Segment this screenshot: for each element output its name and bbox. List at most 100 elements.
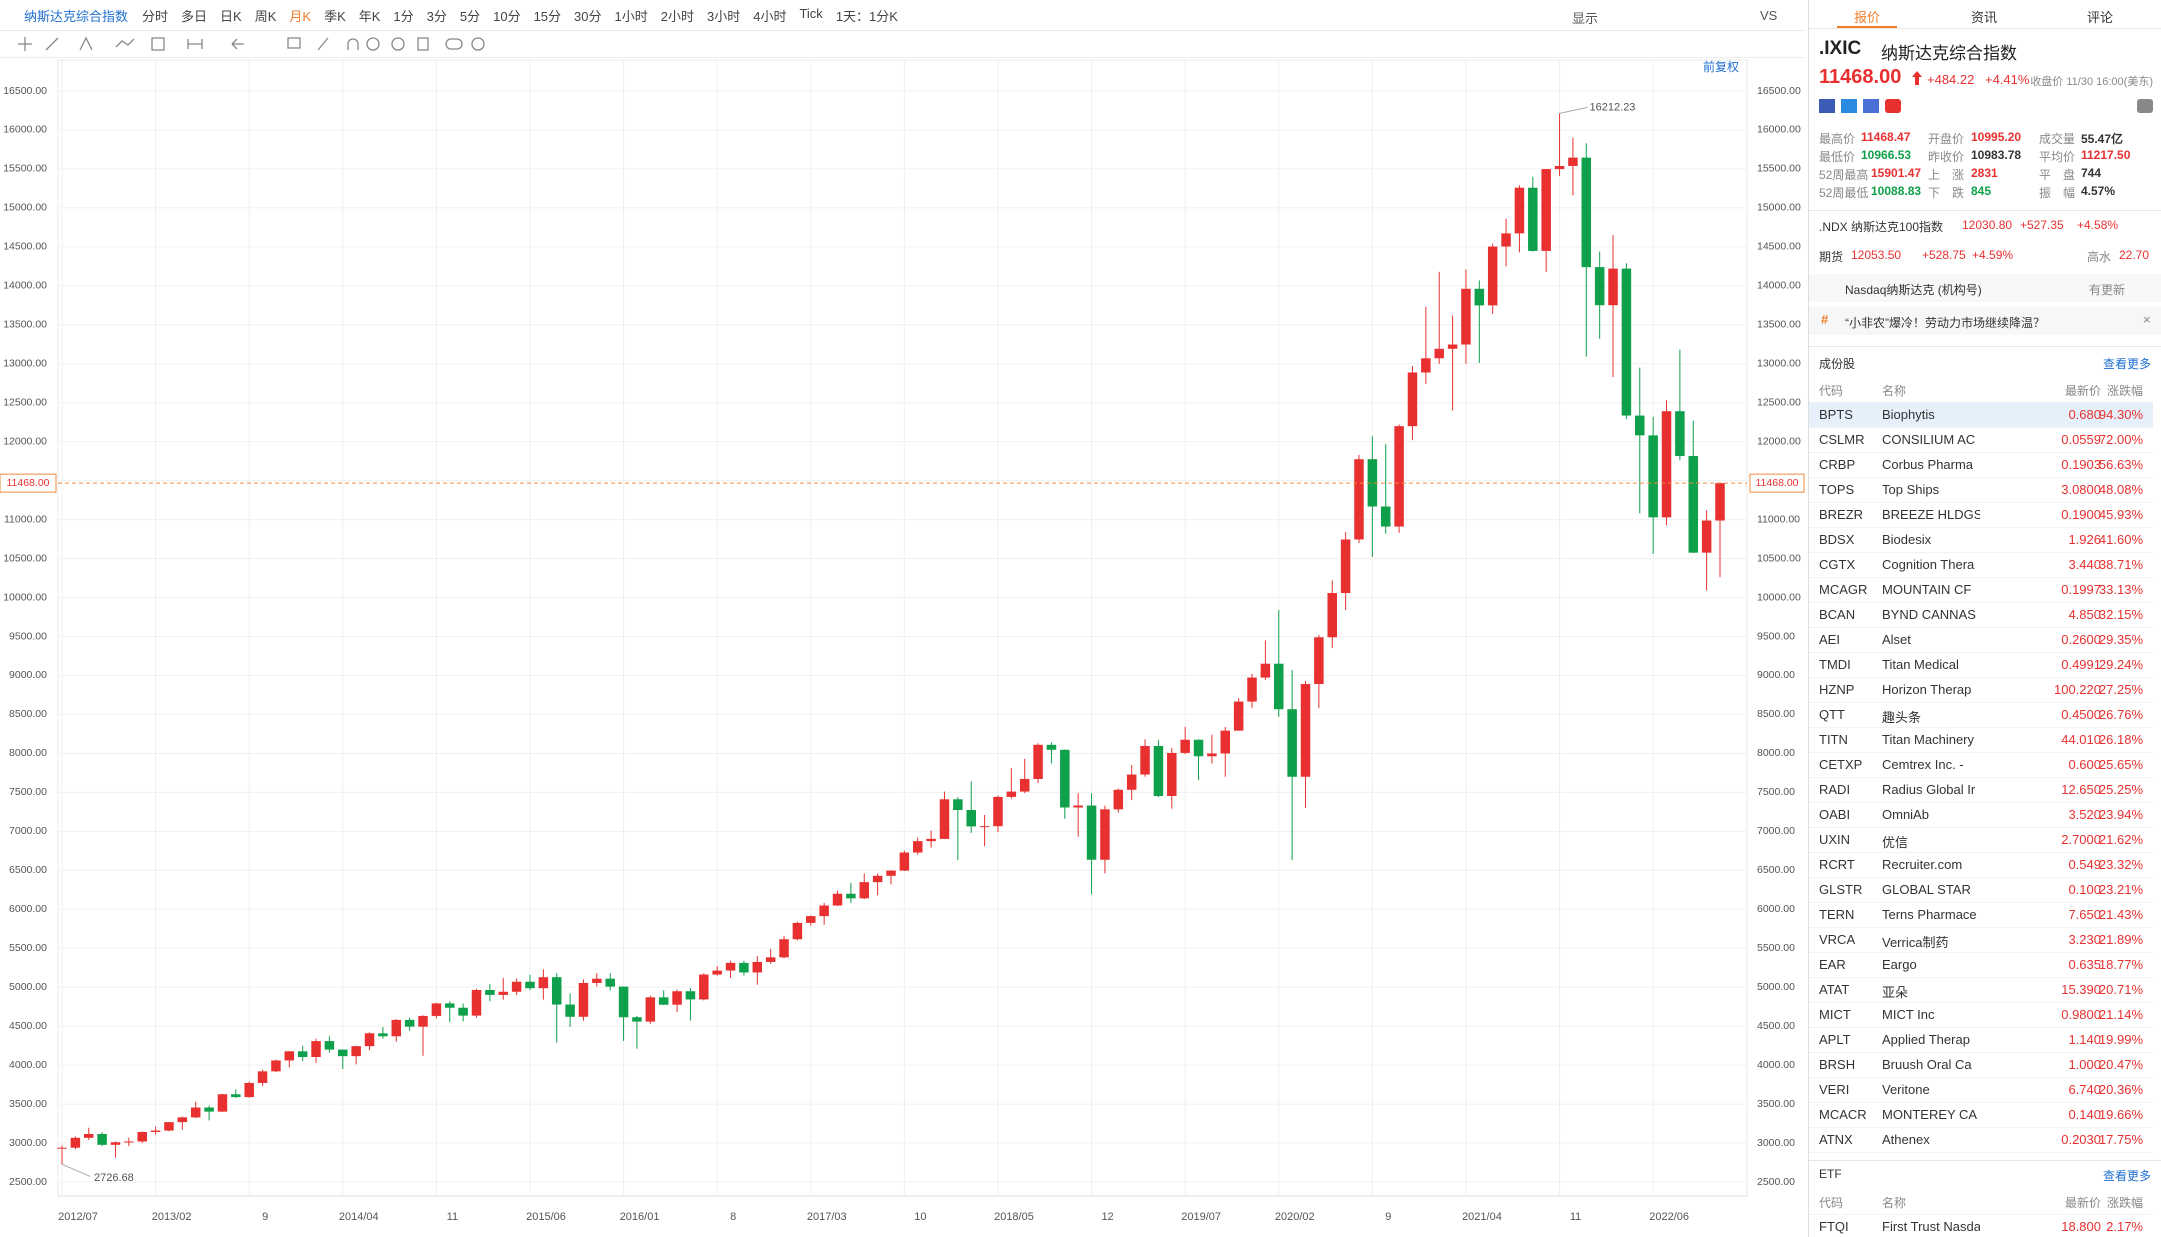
column-header[interactable]: 代码 [1819,1196,1844,1210]
stock-row[interactable]: BPTS Biophytis 0.680 94.30% [1809,402,2153,428]
stock-row[interactable]: HZNP Horizon Therap 100.220 27.25% [1809,677,2153,703]
period-button[interactable]: 周K [254,8,277,24]
stock-row[interactable]: AEI Alset 0.2600 29.35% [1809,627,2153,653]
stock-row[interactable]: BRSH Bruush Oral Ca 1.000 20.47% [1809,1052,2153,1078]
stock-row[interactable]: CSLMR CONSILIUM AC 0.0559 72.00% [1809,427,2153,453]
period-button[interactable]: 30分 [574,8,602,24]
period-button[interactable]: 3分 [426,8,447,24]
period-button[interactable]: 15分 [533,8,562,24]
badge[interactable] [1841,99,1857,113]
period-button[interactable]: 2小时 [660,8,694,24]
period-button[interactable]: 4小时 [753,8,787,24]
panel-tab[interactable]: 资讯 [1970,10,1997,25]
period-button[interactable]: 年K [358,8,381,24]
period-button[interactable]: 1分 [393,8,414,24]
stock-row[interactable]: ATNX Athenex 0.2030 17.75% [1809,1127,2153,1153]
y-tick-label-right: 12500.00 [1757,396,1801,408]
stock-row[interactable]: APLT Applied Therap 1.140 19.99% [1809,1027,2153,1053]
candle-body [1621,268,1632,416]
period-button[interactable]: 季K [324,8,346,24]
period-button[interactable]: 3小时 [706,8,741,24]
stock-row[interactable]: ATAT 亚朵 15.390 20.71% [1809,977,2153,1003]
stock-row[interactable]: MCACR MONTEREY CA 0.140 19.66% [1809,1102,2153,1128]
badge[interactable] [1863,99,1879,113]
stock-row[interactable]: GLSTR GLOBAL STAR 0.100 23.21% [1809,877,2153,903]
column-header[interactable]: 最新价 [2064,1196,2101,1210]
channel-tool[interactable] [79,36,93,51]
column-header[interactable]: 涨跌幅 [2106,1196,2143,1210]
line-tool[interactable] [45,37,59,51]
favorite-badge[interactable] [1885,99,1901,113]
column-header[interactable]: 代码 [1819,384,1844,398]
lock-tool[interactable] [366,37,380,51]
news-banner[interactable]: # “小非农”爆冷！劳动力市场继续降温？ × [1809,307,2161,335]
stock-row[interactable]: BREZR BREEZE HLDGS 0.1900 45.93% [1809,502,2153,528]
stock-row[interactable]: MICT MICT Inc 0.9800 21.14% [1809,1002,2153,1028]
candle-body [966,810,976,827]
stock-row[interactable]: OABI OmniAb 3.520 23.94% [1809,802,2153,828]
adjust-mode[interactable]: 前复权 [1703,59,1739,74]
stock-row[interactable]: TMDI Titan Medical 0.4991 29.24% [1809,652,2153,678]
stock-row[interactable]: RCRT Recruiter.com 0.549 23.32% [1809,852,2153,878]
compare-button[interactable]: VS [1760,8,1778,23]
period-button[interactable]: 5分 [459,8,481,24]
stat-value: 10995.20 [1971,130,2022,144]
close-news[interactable]: × [2143,312,2151,327]
period-button[interactable]: 日K [220,8,242,24]
period-button[interactable]: 多日 [181,8,208,24]
period-button[interactable]: 1天：1分K [835,8,898,24]
stock-row[interactable]: QTT 趣头条 0.4500 26.76% [1809,702,2153,728]
y-tick-label: 15000.00 [3,202,47,214]
crosshair-tool[interactable] [18,37,32,51]
toggle-tool[interactable] [445,38,463,50]
column-header[interactable]: 名称 [1882,1196,1907,1210]
stock-row[interactable]: TITN Titan Machinery 44.010 26.18% [1809,727,2153,753]
stock-price: 0.4991 [2061,657,2101,672]
period-button[interactable]: 月K [289,8,312,24]
stock-row[interactable]: CETXP Cemtrex Inc. - 0.600 25.65% [1809,752,2153,778]
components-more[interactable]: 查看更多 [2103,357,2152,371]
wave-tool[interactable] [115,38,135,48]
related-field[interactable]: .NDX 纳斯达克100指数 [1819,220,1944,234]
account-banner[interactable]: Nasdaq纳斯达克 (机构号) 有更新 [1809,274,2161,302]
y-tick-label-right: 6500.00 [1757,864,1795,876]
candle-body [806,916,816,923]
stock-row[interactable]: TERN Terns Pharmace 7.650 21.43% [1809,902,2153,928]
stock-row[interactable]: EAR Eargo 0.635 18.77% [1809,952,2153,978]
y-tick-label: 11000.00 [4,513,47,525]
symbol-tab[interactable]: 纳斯达克综合指数 [24,8,129,24]
period-button[interactable]: 1小时 [614,8,648,24]
magnet-tool[interactable] [347,38,359,50]
stock-row[interactable]: VRCA Verrica制药 3.230 21.89% [1809,927,2153,953]
period-button[interactable]: 10分 [493,8,521,24]
stock-row[interactable]: TOPS Top Ships 3.0800 48.08% [1809,477,2153,503]
panel-tab[interactable]: 评论 [2086,10,2113,25]
note-tool[interactable] [287,37,301,49]
alert-button[interactable] [2137,99,2153,113]
delete-tool[interactable] [417,37,429,51]
stock-row[interactable]: FTQI First Trust Nasdaq 18.800 2.17% [1809,1214,2153,1237]
rect-tool[interactable] [151,37,165,51]
settings-tool[interactable] [471,37,485,51]
stock-row[interactable]: CGTX Cognition Thera 3.440 38.71% [1809,552,2153,578]
pen-tool[interactable] [317,37,329,51]
stock-row[interactable]: UXIN 优信 2.7000 21.62% [1809,827,2153,853]
hide-tool[interactable] [391,37,405,51]
stock-row[interactable]: BDSX Biodesix 1.926 41.60% [1809,527,2153,553]
period-button[interactable]: Tick [799,5,823,21]
stock-row[interactable]: RADI Radius Global Ir 12.650 25.25% [1809,777,2153,803]
etf-more[interactable]: 查看更多 [2103,1169,2152,1183]
period-button[interactable]: 分时 [142,8,169,24]
stock-row[interactable]: MCAGR MOUNTAIN CF 0.1997 33.13% [1809,577,2153,603]
stock-row[interactable]: BCAN BYND CANNAS 4.850 32.15% [1809,602,2153,628]
arrow-tool[interactable] [231,38,244,50]
stock-row[interactable]: VERI Veritone 6.740 20.36% [1809,1077,2153,1103]
stock-row[interactable]: CRBP Corbus Pharma 0.1903 56.63% [1809,452,2153,478]
column-header[interactable]: 涨跌幅 [2106,384,2143,398]
measure-tool[interactable] [187,39,203,49]
candle-body [792,922,803,940]
panel-tab[interactable]: 报价 [1853,10,1880,25]
column-header[interactable]: 最新价 [2064,384,2101,398]
column-header[interactable]: 名称 [1882,384,1907,398]
display-button[interactable]: 显示 [1572,11,1599,26]
